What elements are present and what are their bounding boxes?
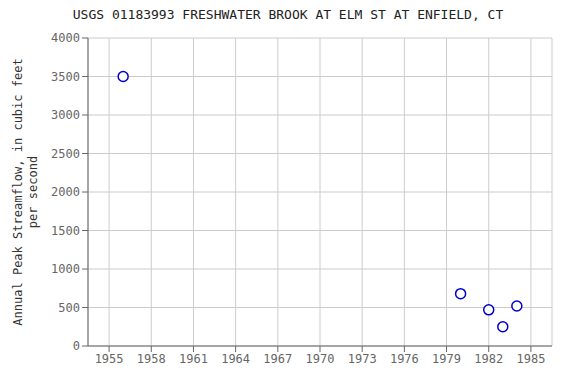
svg-text:500: 500 — [58, 301, 80, 315]
svg-text:1958: 1958 — [137, 352, 166, 366]
html-text:USGS 01183993 FRESHWATER BROOK: USGS 01183993 FRESHWATER BROOK AT ELM ST… — [72, 7, 504, 22]
svg-text:1955: 1955 — [95, 352, 124, 366]
svg-text:1982: 1982 — [474, 352, 503, 366]
svg-text:1000: 1000 — [51, 262, 80, 276]
svg-text:1985: 1985 — [516, 352, 545, 366]
svg-text:1970: 1970 — [306, 352, 335, 366]
svg-text:0: 0 — [73, 339, 80, 353]
svg-text:4000: 4000 — [51, 31, 80, 45]
svg-text:2000: 2000 — [51, 185, 80, 199]
svg-text:Annual Peak Streamflow, in cub: Annual Peak Streamflow, in cubic feetper… — [11, 58, 40, 325]
svg-text:1979: 1979 — [432, 352, 461, 366]
svg-text:1973: 1973 — [348, 352, 377, 366]
svg-text:3500: 3500 — [51, 70, 80, 84]
svg-text:1500: 1500 — [51, 224, 80, 238]
svg-text:1976: 1976 — [390, 352, 419, 366]
svg-text:2500: 2500 — [51, 147, 80, 161]
svg-text:1967: 1967 — [263, 352, 292, 366]
svg-text:3000: 3000 — [51, 108, 80, 122]
svg-text:1964: 1964 — [221, 352, 250, 366]
svg-text:1961: 1961 — [179, 352, 208, 366]
